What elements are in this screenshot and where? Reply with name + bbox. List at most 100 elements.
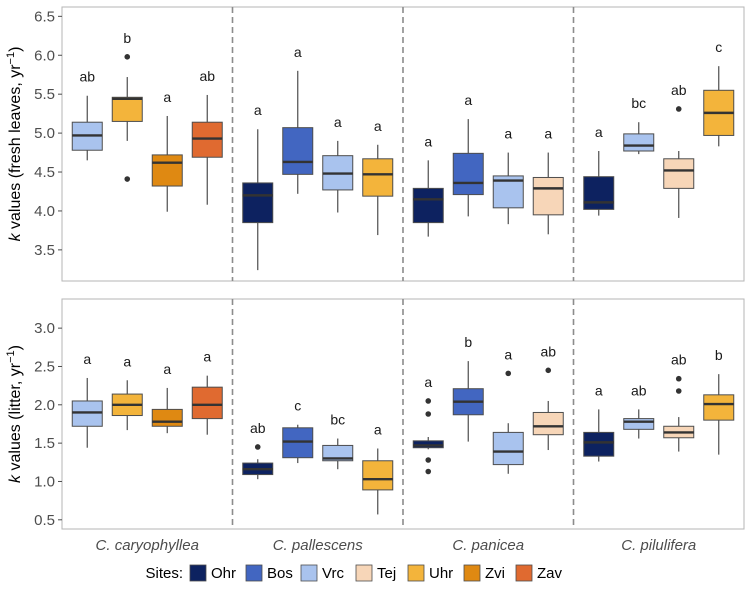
box-iqr xyxy=(362,460,394,491)
box-fresh-2-ohr: a xyxy=(242,102,274,271)
y-axis-title-exponent: −1 xyxy=(5,350,17,363)
legend-swatch-tej xyxy=(355,564,373,582)
y-tick-label: 4.5 xyxy=(34,164,55,181)
box-fresh-4-tej: ab xyxy=(663,82,695,218)
species-label: C. pallescens xyxy=(273,537,364,554)
box-outlier xyxy=(425,411,432,417)
legend: Sites: Ohr Bos Vrc Tej Uhr Zvi Zav xyxy=(145,564,563,582)
significance-letter: a xyxy=(544,126,552,142)
y-axis-title-exponent: −1 xyxy=(5,52,17,65)
box-outlier xyxy=(124,176,131,182)
box-fresh-1-vrc: ab xyxy=(71,69,103,161)
significance-letter: a xyxy=(163,89,171,105)
species-label: C. panicea xyxy=(452,537,524,554)
significance-letter: ab xyxy=(199,68,215,84)
significance-letter: a xyxy=(203,349,211,365)
significance-letter: b xyxy=(123,30,131,46)
species-label: C. pilulifera xyxy=(621,537,696,554)
box-fresh-4-vrc: bc xyxy=(623,95,655,155)
significance-letter: a xyxy=(424,133,432,149)
y-tick-label: 2.0 xyxy=(34,397,55,414)
box-iqr xyxy=(111,96,143,122)
box-iqr xyxy=(242,182,274,224)
box-litter-2-ohr: ab xyxy=(242,420,274,480)
box-litter-3-bos: b xyxy=(452,334,484,442)
y-axis-title-text: values (fresh leaves, yr xyxy=(7,64,24,234)
box-outlier xyxy=(425,457,432,463)
y-tick-label: 6.5 xyxy=(34,8,55,25)
species-label: C. caryophyllea xyxy=(96,537,199,554)
significance-letter: b xyxy=(715,347,723,363)
y-tick-label: 1.0 xyxy=(34,473,55,490)
y-axis-title: k values (litter, yr−1) xyxy=(5,345,24,483)
significance-letter: a xyxy=(83,351,91,367)
significance-letter: a xyxy=(424,374,432,390)
significance-letter: a xyxy=(595,382,603,398)
significance-letter: ab xyxy=(540,343,556,359)
panel-litter: 0.5 1.0 1.5 2.0 2.5 3.0 k values (litter, yr−1… xyxy=(5,298,745,530)
y-tick-label: 2.5 xyxy=(34,358,55,375)
y-tick-label: 3.5 xyxy=(34,242,55,259)
box-iqr xyxy=(412,187,444,224)
box-litter-2-bos: c xyxy=(282,398,314,464)
box-iqr xyxy=(191,386,223,420)
y-axis-title-close: ) xyxy=(7,47,24,52)
box-outlier xyxy=(124,54,131,60)
legend-label-vrc: Vrc xyxy=(322,565,344,582)
legend-label-zvi: Zvi xyxy=(485,565,505,582)
y-axis-title-text: values (litter, yr xyxy=(7,362,24,475)
legend-swatch-ohr xyxy=(189,564,207,582)
significance-letter: a xyxy=(504,346,512,362)
box-iqr xyxy=(151,154,183,187)
box-litter-4-uhr: b xyxy=(703,347,735,455)
box-iqr xyxy=(623,418,655,430)
y-axis-title: k values (fresh leaves, yr−1) xyxy=(5,47,24,242)
y-axis-title-close: ) xyxy=(7,345,24,350)
box-outlier xyxy=(545,367,552,374)
box-iqr xyxy=(282,127,314,175)
legend-swatch-zvi xyxy=(463,564,481,582)
significance-letter: ab xyxy=(631,382,647,398)
box-litter-1-zav: a xyxy=(191,349,223,435)
significance-letter: a xyxy=(123,353,131,369)
y-tick-label: 3.0 xyxy=(34,320,55,337)
significance-letter: a xyxy=(294,44,302,60)
significance-letter: a xyxy=(464,92,472,108)
significance-letter: ab xyxy=(671,82,687,98)
significance-letter: a xyxy=(374,118,382,134)
y-axis-title-k: k xyxy=(7,232,24,241)
box-iqr xyxy=(492,431,524,466)
box-iqr xyxy=(362,158,394,197)
box-iqr xyxy=(532,176,564,216)
significance-letter: b xyxy=(464,334,472,350)
significance-letter: ab xyxy=(671,352,687,368)
significance-letter: a xyxy=(163,361,171,377)
significance-letter: c xyxy=(715,39,722,55)
legend-label-zav: Zav xyxy=(537,565,563,582)
significance-letter: a xyxy=(334,114,342,130)
legend-label-ohr: Ohr xyxy=(211,565,236,582)
legend-label-tej: Tej xyxy=(377,565,396,582)
box-iqr xyxy=(322,444,354,462)
box-litter-3-vrc: a xyxy=(492,346,524,474)
box-fresh-3-vrc: a xyxy=(492,126,524,225)
box-iqr xyxy=(663,158,695,189)
box-fresh-2-vrc: a xyxy=(322,114,354,213)
box-litter-4-vrc: ab xyxy=(623,382,655,439)
y-tick-label: 0.5 xyxy=(34,512,55,529)
box-iqr xyxy=(452,152,484,196)
box-iqr xyxy=(583,176,615,210)
significance-letter: bc xyxy=(631,95,646,111)
box-litter-1-vrc: a xyxy=(71,351,103,448)
significance-letter: ab xyxy=(79,69,95,85)
box-fresh-3-tej: a xyxy=(532,126,564,235)
legend-swatch-zav xyxy=(515,564,533,582)
box-litter-2-vrc: bc xyxy=(322,412,354,470)
box-fresh-3-bos: a xyxy=(452,92,484,217)
y-tick-label: 4.0 xyxy=(34,203,55,220)
box-fresh-4-uhr: c xyxy=(703,39,735,147)
legend-title: Sites: xyxy=(145,565,183,582)
significance-letter: a xyxy=(254,102,262,118)
box-outlier xyxy=(425,468,432,475)
